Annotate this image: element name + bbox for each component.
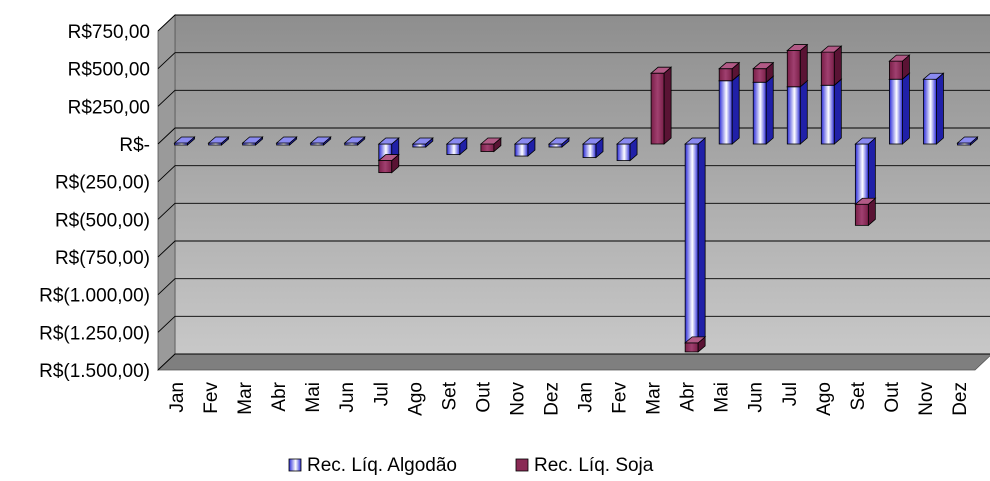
bar-segment — [684, 336, 707, 353]
gridline — [157, 202, 990, 220]
bar-segment — [752, 75, 775, 145]
bar-segment — [854, 137, 877, 206]
gridline — [157, 14, 990, 32]
legend-label-soja: Rec. Líq. Soja — [534, 455, 654, 476]
x-tick-label: Set — [439, 381, 460, 410]
bar-segment — [479, 137, 502, 153]
bar-segment — [854, 197, 877, 227]
x-tick-label: Jun — [337, 382, 358, 413]
x-tick-label: Mai — [712, 382, 733, 413]
x-tick-label: Mar — [235, 381, 256, 414]
y-tick-label: R$(1.250,00) — [39, 323, 150, 344]
y-tick-label: R$250,00 — [68, 97, 150, 118]
floor — [156, 353, 990, 371]
x-tick-label: Out — [882, 381, 903, 412]
gridline — [157, 315, 990, 333]
bar-segment — [718, 73, 741, 145]
bar-segment — [922, 72, 945, 145]
bar-segment — [888, 72, 911, 145]
bar-segment — [684, 137, 707, 344]
x-tick-label: Out — [473, 381, 494, 412]
legend-swatch-soja — [515, 458, 529, 472]
x-tick-label: Jan — [167, 382, 188, 413]
bar-segment — [752, 61, 775, 84]
x-tick-label: Fev — [201, 382, 222, 414]
bar-segment — [786, 79, 809, 145]
y-tick-label: R$(1.000,00) — [39, 286, 150, 307]
bar-segment — [547, 137, 571, 148]
legend-swatch-algodao — [288, 458, 302, 472]
x-tick-label: Jan — [576, 382, 597, 413]
bar-segment — [411, 137, 434, 148]
bar-segment-zero — [173, 136, 196, 146]
y-tick-label: R$750,00 — [68, 22, 150, 43]
gridline — [157, 240, 990, 258]
x-tick-label: Jul — [371, 382, 392, 406]
y-tick-label: R$- — [119, 135, 150, 156]
gridline — [157, 278, 990, 295]
gridline — [157, 52, 990, 69]
bar-segment-zero — [207, 136, 230, 146]
x-tick-label: Nov — [916, 382, 937, 416]
bar-segment — [786, 43, 809, 88]
bar-segment — [377, 153, 400, 174]
x-tick-label: Set — [848, 381, 869, 410]
x-tick-label: Mar — [644, 381, 665, 414]
x-axis-ticks: Jan Fev Mar Abr Mai Jun Jul Ago Set Out Nov Dez Jan F… — [167, 381, 971, 416]
legend: Rec. Líq. Algodão Rec. Líq. Soja — [288, 455, 654, 476]
x-tick-label: Dez — [541, 382, 562, 416]
bar-segment — [445, 137, 468, 156]
bar-segment-zero — [343, 136, 366, 146]
bar-segment — [581, 137, 605, 159]
legend-label-algodao: Rec. Líq. Algodão — [307, 455, 457, 476]
gridline — [157, 165, 990, 182]
y-tick-label: R$(750,00) — [55, 248, 150, 269]
bar-segment — [650, 66, 673, 145]
bar-segment — [888, 54, 911, 81]
x-tick-label: Mai — [303, 382, 324, 413]
x-tick-label: Nov — [507, 382, 528, 416]
side-wall — [157, 14, 176, 371]
y-tick-label: R$500,00 — [68, 60, 150, 81]
gridline — [157, 353, 990, 371]
x-tick-label: Dez — [950, 382, 971, 416]
bar-segment — [615, 137, 639, 162]
bar-segment — [820, 45, 843, 87]
x-tick-label: Fev — [610, 382, 631, 414]
bar-segment — [513, 137, 537, 157]
bar-segment — [820, 78, 843, 145]
x-tick-label: Ago — [814, 382, 835, 416]
x-tick-label: Abr — [269, 381, 290, 411]
y-tick-label: R$(500,00) — [55, 210, 150, 231]
y-tick-label: R$(250,00) — [55, 173, 150, 194]
bar-segment-zero — [956, 136, 979, 146]
bar-segment-zero — [275, 136, 298, 146]
x-tick-label: Abr — [678, 381, 699, 411]
bar-segment — [718, 61, 741, 82]
bars — [173, 43, 979, 353]
y-axis-ticks: R$750,00 R$500,00 R$250,00 R$- R$(250,00) R$(… — [39, 22, 150, 382]
bar-segment-zero — [309, 136, 332, 146]
x-tick-label: Jul — [780, 382, 801, 406]
x-tick-label: Jun — [746, 382, 767, 413]
bar-segment-zero — [241, 136, 264, 146]
y-tick-label: R$(1.500,00) — [39, 361, 150, 382]
x-tick-label: Ago — [405, 382, 426, 416]
